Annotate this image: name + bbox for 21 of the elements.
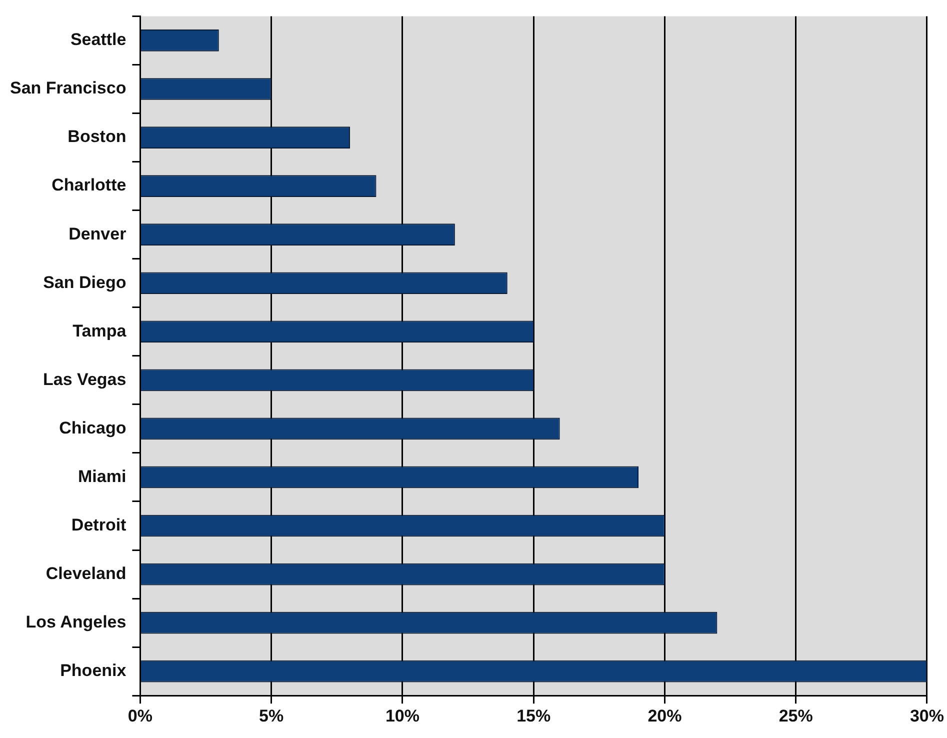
x-tick-label: 5%	[259, 706, 284, 726]
y-tick-label: Las Vegas	[43, 370, 126, 389]
y-tick-label: Detroit	[71, 515, 127, 534]
y-tick-label: Chicago	[59, 418, 126, 438]
x-tick-label: 25%	[778, 706, 813, 726]
y-tick-label: Charlotte	[52, 176, 126, 195]
y-tick-label: Tampa	[72, 321, 127, 340]
y-tick-label: Los Angeles	[26, 612, 126, 632]
x-tick-label: 20%	[648, 706, 682, 726]
y-tick-label: Phoenix	[60, 661, 127, 680]
y-tick-label: San Diego	[43, 272, 126, 292]
x-tick-label: 30%	[910, 706, 944, 726]
y-tick-label: Boston	[68, 127, 126, 146]
y-tick-label: Miami	[78, 466, 126, 486]
y-tick-label: San Francisco	[10, 78, 126, 98]
y-tick-label: Denver	[68, 224, 127, 244]
x-tick-label: 0%	[128, 706, 152, 726]
y-tick-label: Seattle	[70, 30, 126, 50]
x-tick-label: 15%	[516, 706, 551, 726]
x-tick-label: 10%	[385, 706, 420, 726]
y-tick-label: Cleveland	[46, 564, 126, 583]
